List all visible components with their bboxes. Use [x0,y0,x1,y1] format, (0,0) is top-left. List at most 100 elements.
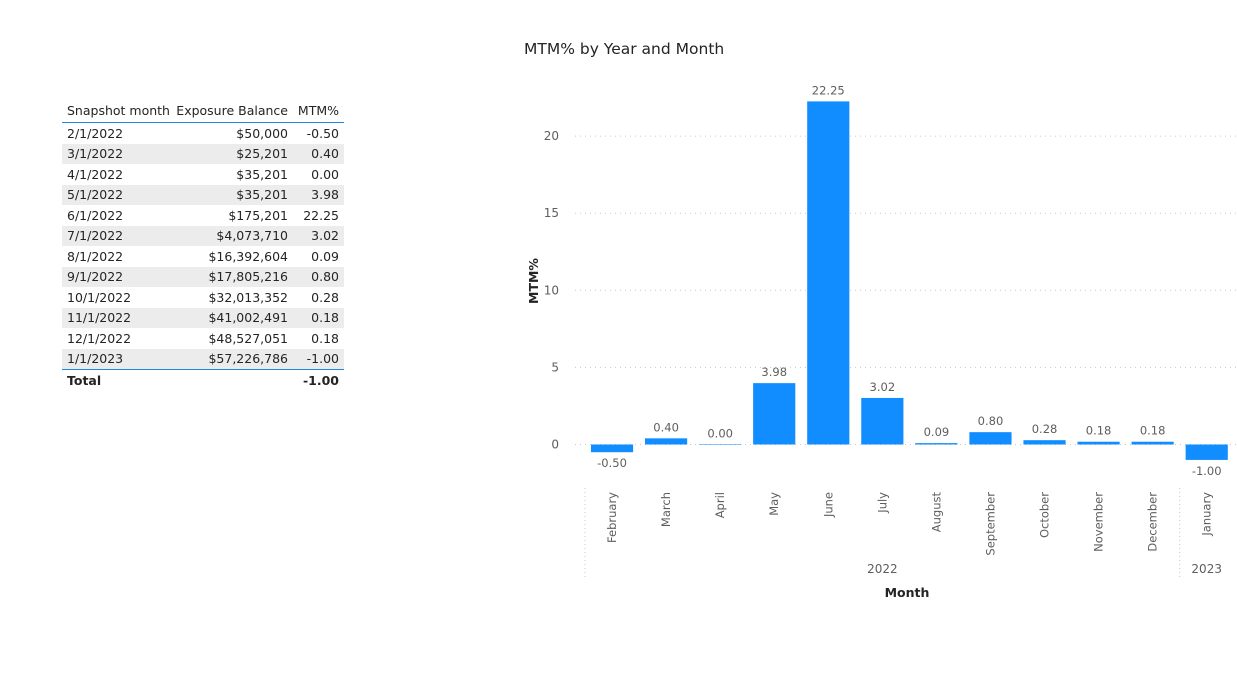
cell-exposure-balance: $17,805,216 [208,269,288,285]
data-label: -0.50 [597,456,627,470]
cell-mtm: 0.80 [311,269,339,285]
y-tick-label: 20 [544,129,559,143]
cell-exposure-balance: $35,201 [236,187,288,203]
cell-snapshot-month: 5/1/2022 [67,187,124,203]
cell-mtm: 0.09 [311,248,339,264]
cell-snapshot-month: 6/1/2022 [67,207,124,223]
y-axis-title: MTM% [526,258,541,304]
data-label: 0.00 [707,427,733,441]
cell-mtm: 0.40 [311,146,339,162]
x-tick-label: June [821,492,835,518]
table-row[interactable]: 4/1/2022 $35,201 0.00 [62,164,344,185]
cell-exposure-balance: $25,201 [236,146,288,162]
table-row[interactable]: 12/1/2022 $48,527,051 0.18 [62,328,344,349]
table-row[interactable]: 9/1/2022 $17,805,216 0.80 [62,266,344,287]
cell-exposure-balance: $4,073,710 [216,228,288,244]
cell-exposure-balance: $32,013,352 [208,289,288,305]
x-tick-label: March [659,492,673,527]
bar [861,397,904,445]
x-tick-label: October [1038,492,1052,538]
bar [1185,444,1228,460]
data-label: 22.25 [812,83,845,97]
x-tick-label: September [983,492,997,556]
data-label: 0.28 [1032,422,1058,436]
total-mtm: -1.00 [302,372,339,388]
bar [915,443,958,445]
cell-mtm: 22.25 [303,207,339,223]
cell-snapshot-month: 3/1/2022 [67,146,124,162]
x-tick-label: May [767,492,781,516]
table-header: Snapshot month Exposure Balance MTM% [62,98,344,123]
cell-snapshot-month: 7/1/2022 [67,228,124,244]
x-tick-label: August [929,492,943,533]
column-header-snapshot-month[interactable]: Snapshot month [67,102,170,118]
table-total-row: Total -1.00 [62,369,344,390]
year-group-label: 2023 [1191,562,1222,576]
table-row[interactable]: 7/1/2022 $4,073,710 3.02 [62,225,344,246]
cell-mtm: 0.18 [311,310,339,326]
table-row[interactable]: 5/1/2022 $35,201 3.98 [62,184,344,205]
table-body: 2/1/2022 $50,000 -0.50 3/1/2022 $25,201 0.40 4… [62,123,344,369]
cell-exposure-balance: $35,201 [236,166,288,182]
cell-snapshot-month: 11/1/2022 [67,310,132,326]
data-label: 3.02 [870,380,896,394]
data-label: 0.18 [1140,424,1166,438]
year-group-label: 2022 [867,562,898,576]
bar [753,383,796,445]
x-tick-label: January [1200,492,1214,537]
bar [1023,440,1066,445]
bar [645,438,688,445]
cell-exposure-balance: $50,000 [236,125,288,141]
cell-mtm: -0.50 [306,125,339,141]
cell-snapshot-month: 12/1/2022 [67,330,132,346]
x-tick-label: December [1146,492,1160,552]
table-row[interactable]: 11/1/2022 $41,002,491 0.18 [62,307,344,328]
bar [699,444,742,445]
table-row[interactable]: 6/1/2022 $175,201 22.25 [62,205,344,226]
cell-mtm: 0.28 [311,289,339,305]
x-tick-label: July [875,492,889,514]
cell-exposure-balance: $57,226,786 [208,351,288,367]
data-table: Snapshot month Exposure Balance MTM% 2/1… [62,98,344,390]
cell-exposure-balance: $48,527,051 [208,330,288,346]
cell-snapshot-month: 4/1/2022 [67,166,124,182]
cell-mtm: 3.98 [311,187,339,203]
table-row[interactable]: 1/1/2023 $57,226,786 -1.00 [62,348,344,369]
bar [969,432,1012,445]
table-row[interactable]: 8/1/2022 $16,392,604 0.09 [62,246,344,267]
bar [1077,441,1120,445]
data-label: 3.98 [761,365,787,379]
cell-mtm: -1.00 [306,351,339,367]
cell-mtm: 0.00 [311,166,339,182]
y-tick-label: 0 [551,438,559,452]
bar [590,444,634,453]
x-tick-label: November [1092,492,1106,552]
cell-snapshot-month: 8/1/2022 [67,248,124,264]
cell-exposure-balance: $175,201 [228,207,288,223]
bar [807,101,850,445]
cell-snapshot-month: 10/1/2022 [67,289,132,305]
cell-mtm: 0.18 [311,330,339,346]
cell-exposure-balance: $16,392,604 [208,248,288,264]
x-tick-label: April [713,492,727,518]
cell-snapshot-month: 1/1/2023 [67,351,124,367]
data-label: -1.00 [1192,464,1222,478]
y-tick-label: 5 [551,360,559,374]
x-axis-title: Month [885,585,930,600]
y-tick-label: 15 [544,206,559,220]
data-label: 0.09 [924,425,950,439]
table-row[interactable]: 2/1/2022 $50,000 -0.50 [62,123,344,144]
cell-mtm: 3.02 [311,228,339,244]
x-tick-label: February [605,492,619,543]
table-row[interactable]: 3/1/2022 $25,201 0.40 [62,143,344,164]
cell-snapshot-month: 9/1/2022 [67,269,124,285]
column-header-exposure-balance[interactable]: Exposure Balance [176,102,288,118]
cell-snapshot-month: 2/1/2022 [67,125,124,141]
column-header-mtm[interactable]: MTM% [297,102,339,118]
data-label: 0.18 [1086,424,1112,438]
data-label: 0.80 [978,414,1004,428]
total-label: Total [67,372,102,388]
y-tick-label: 10 [544,283,559,297]
table-row[interactable]: 10/1/2022 $32,013,352 0.28 [62,287,344,308]
